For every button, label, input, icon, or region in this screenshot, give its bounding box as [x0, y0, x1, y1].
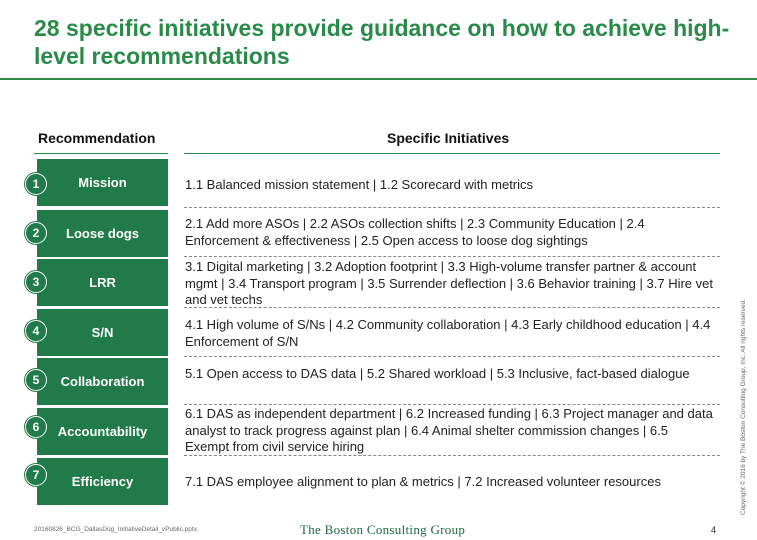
recommendation-label: LRR	[89, 275, 116, 290]
recommendation-box-loose-dogs: Loose dogs	[37, 210, 168, 257]
recommendation-label: Accountability	[58, 424, 148, 439]
slide-title: 28 specific initiatives provide guidance…	[34, 14, 734, 70]
title-divider	[0, 78, 757, 80]
copyright-notice: Copyright © 2016 by The Boston Consultin…	[740, 299, 747, 515]
recommendation-box-mission: Mission	[37, 159, 168, 206]
row-number-badge: 7	[25, 464, 47, 486]
initiatives-text: 1.1 Balanced mission statement | 1.2 Sco…	[185, 177, 715, 194]
row-number-badge: 5	[25, 369, 47, 391]
recommendation-box-collaboration: Collaboration	[37, 358, 168, 405]
initiatives-header: Specific Initiatives	[387, 130, 509, 146]
recommendation-label: Collaboration	[61, 374, 145, 389]
row-number-badge: 2	[25, 222, 47, 244]
row-divider	[184, 404, 720, 405]
recommendation-box-accountability: Accountability	[37, 408, 168, 455]
initiatives-text: 7.1 DAS employee alignment to plan & met…	[185, 474, 715, 491]
recommendation-label: Mission	[78, 175, 126, 190]
initiatives-text: 5.1 Open access to DAS data | 5.2 Shared…	[185, 366, 715, 383]
recommendation-box-efficiency: Efficiency	[37, 458, 168, 505]
recommendation-box-lrr: LRR	[37, 259, 168, 306]
footer-filename: 20160826_BCG_DallasDog_InitiativeDetail_…	[34, 526, 197, 533]
row-number-badge: 4	[25, 320, 47, 342]
row-number-badge: 3	[25, 271, 47, 293]
row-number-badge: 6	[25, 416, 47, 438]
recommendation-box-sn: S/N	[37, 309, 168, 356]
initiatives-header-rule	[184, 153, 720, 154]
row-divider	[184, 207, 720, 208]
page-number: 4	[711, 525, 716, 535]
row-divider	[184, 356, 720, 357]
recommendation-header: Recommendation	[38, 130, 155, 146]
initiatives-text: 6.1 DAS as independent department | 6.2 …	[185, 406, 715, 456]
recommendation-label: Efficiency	[72, 474, 133, 489]
initiatives-text: 2.1 Add more ASOs | 2.2 ASOs collection …	[185, 216, 715, 249]
company-logo: The Boston Consulting Group	[300, 522, 465, 538]
recommendation-label: S/N	[92, 325, 114, 340]
row-divider	[184, 307, 720, 308]
row-divider	[184, 256, 720, 257]
initiatives-text: 4.1 High volume of S/Ns | 4.2 Community …	[185, 317, 715, 350]
row-divider	[184, 455, 720, 456]
recommendation-label: Loose dogs	[66, 226, 139, 241]
initiatives-text: 3.1 Digital marketing | 3.2 Adoption foo…	[185, 259, 715, 309]
row-number-badge: 1	[25, 173, 47, 195]
recommendation-header-rule	[34, 153, 168, 154]
